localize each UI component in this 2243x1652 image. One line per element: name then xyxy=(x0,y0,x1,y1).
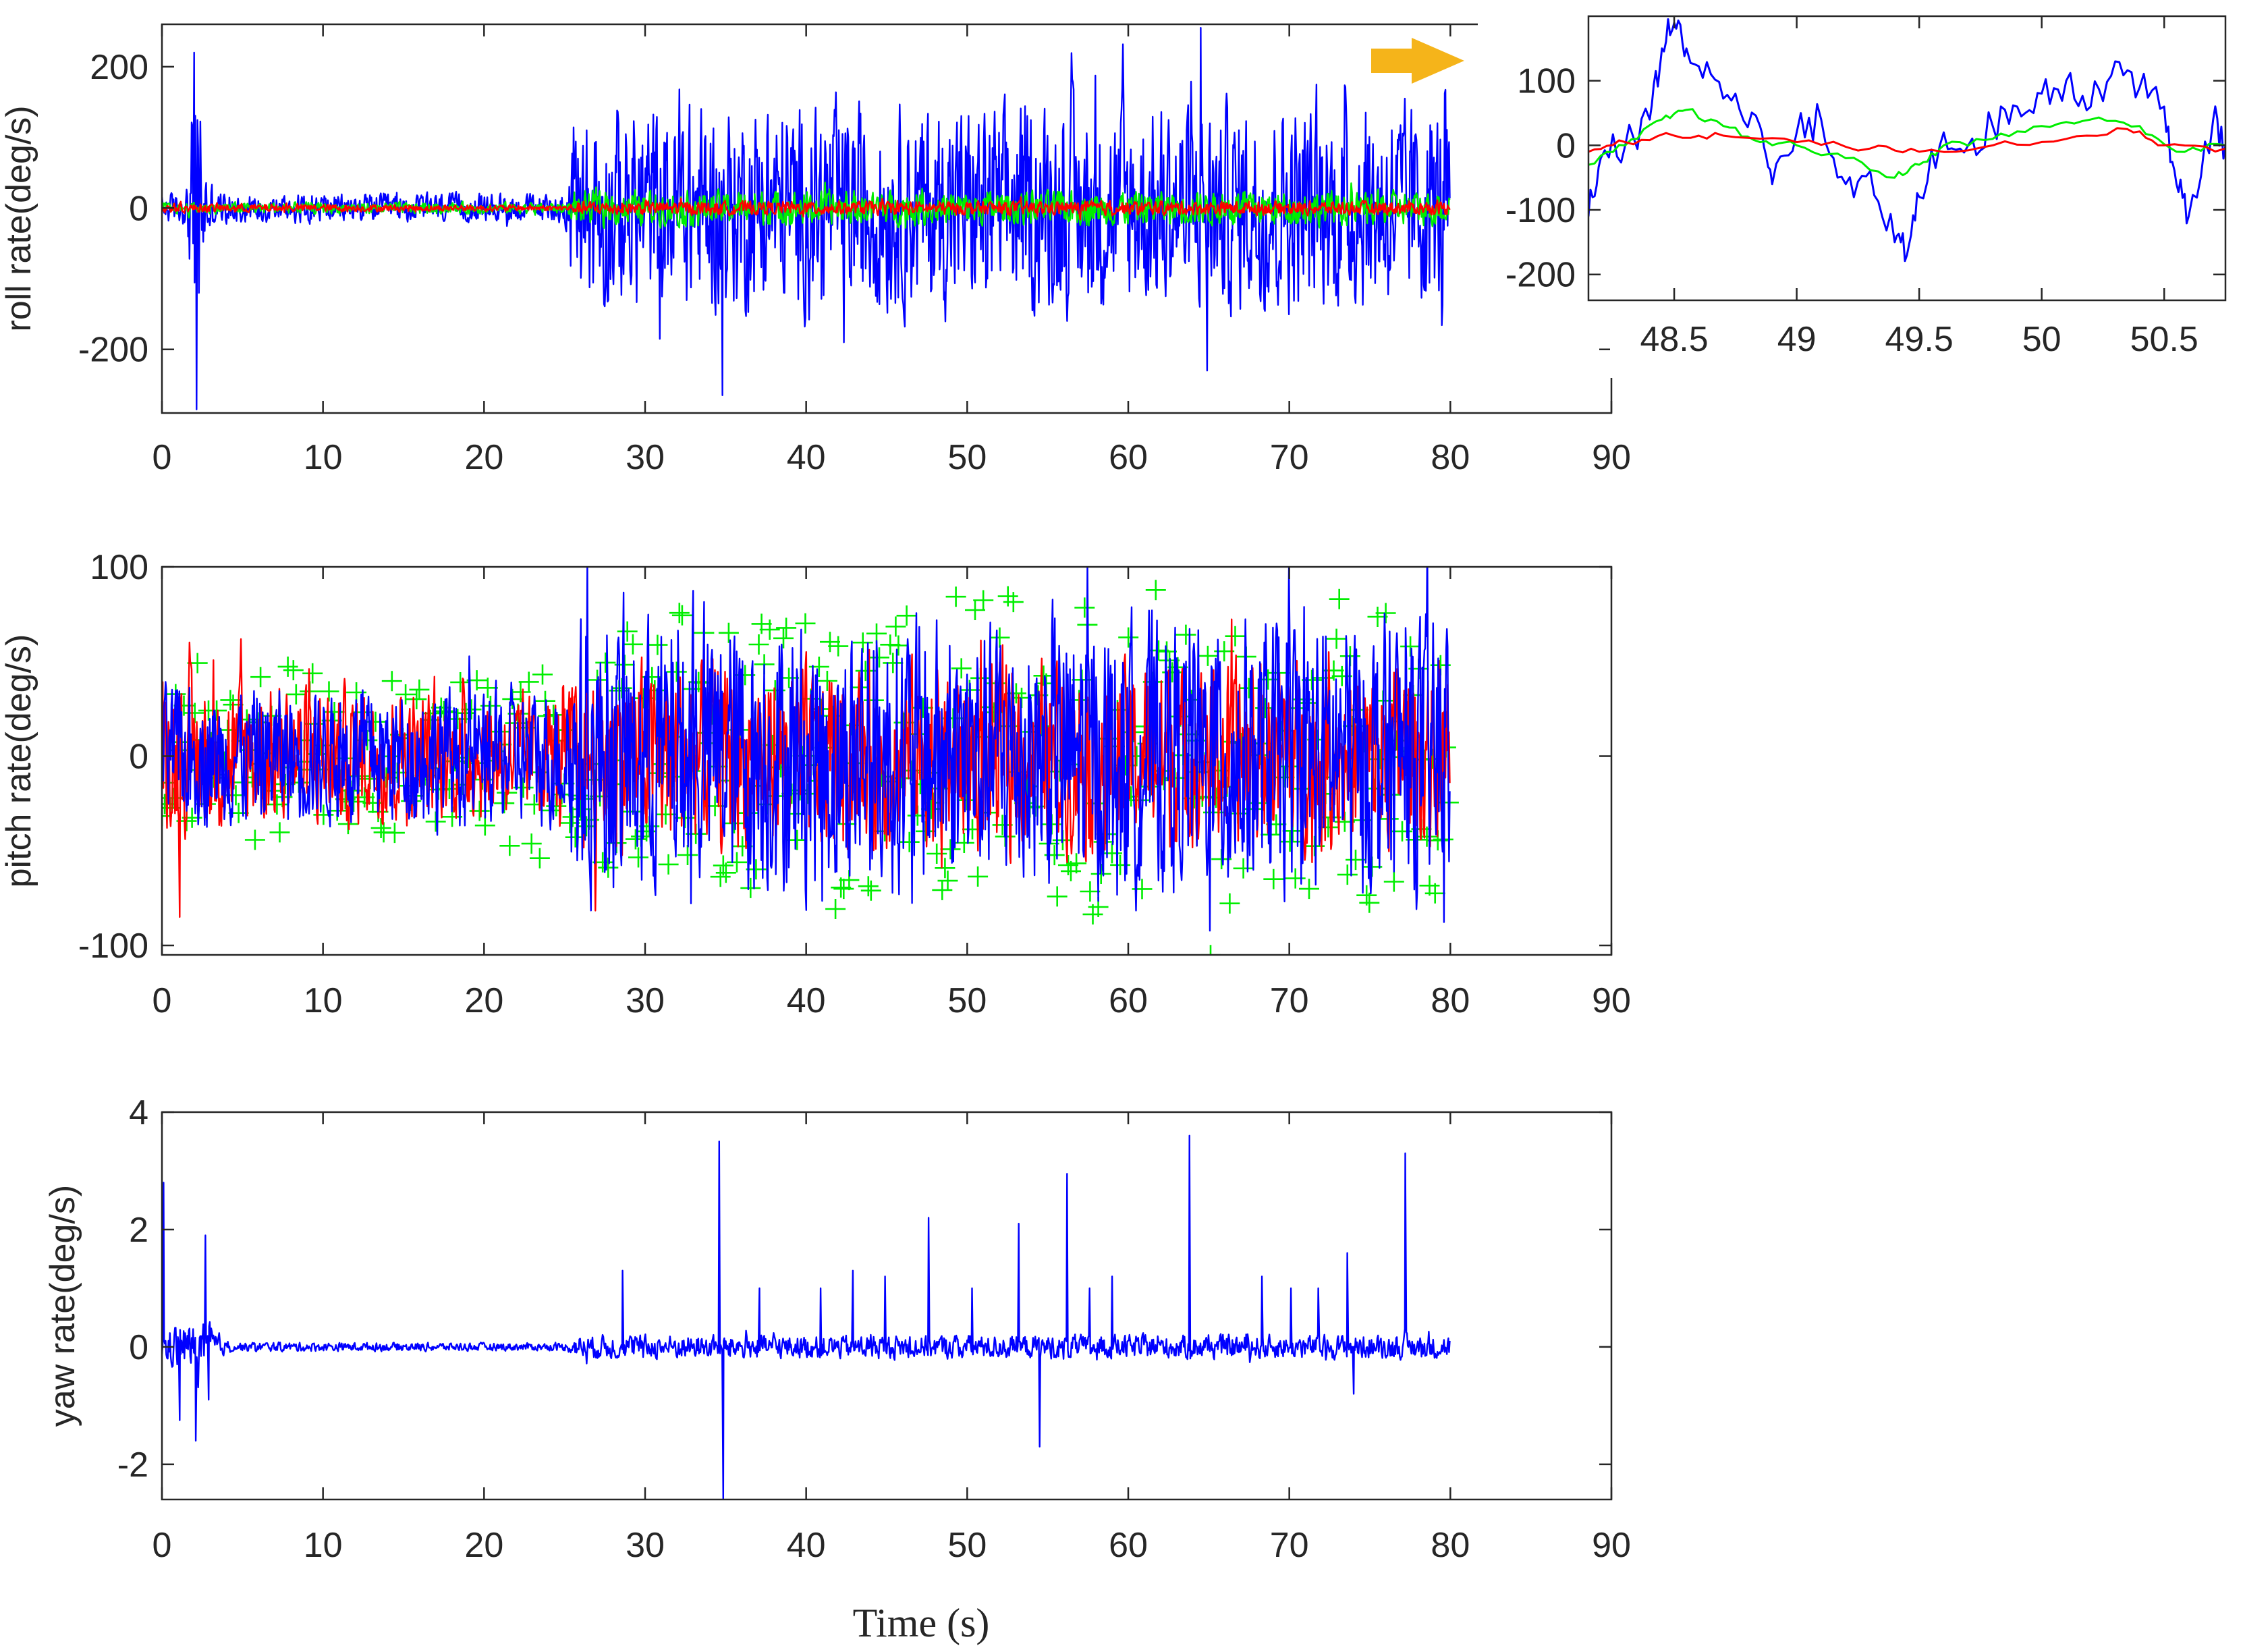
x-tick-label: 90 xyxy=(1592,1526,1631,1565)
x-tick-label: 48.5 xyxy=(1640,320,1708,359)
x-tick-label: 49.5 xyxy=(1885,320,1954,359)
plot-area xyxy=(162,1112,1611,1499)
x-tick-label: 40 xyxy=(787,981,826,1020)
x-tick-label: 0 xyxy=(153,438,172,477)
x-tick-label: 70 xyxy=(1270,1526,1309,1565)
roll-rate-axes: 0 10 20 30 40 50 60 70 80 90 -200 0 200 roll rate(deg… xyxy=(0,23,1631,477)
x-tick-label: 70 xyxy=(1270,981,1309,1020)
x-tick-label: 20 xyxy=(464,438,503,477)
x-axis-title: Time (s) xyxy=(853,1601,990,1645)
axes-box xyxy=(161,566,1613,956)
x-tick-label: 80 xyxy=(1431,1526,1470,1565)
plot-lines xyxy=(162,1134,1451,1499)
x-tick-label: 70 xyxy=(1270,438,1309,477)
y-axis-label: yaw rate(deg/s) xyxy=(43,1185,82,1427)
x-tick-label: 90 xyxy=(1592,981,1631,1020)
x-tick-label: 10 xyxy=(304,438,343,477)
x-tick-label: 60 xyxy=(1109,438,1148,477)
x-tick-label: 40 xyxy=(787,1526,826,1565)
x-tick-label: 90 xyxy=(1592,438,1631,477)
x-tick-label: 20 xyxy=(464,981,503,1020)
axes-box xyxy=(1587,15,2227,302)
y-tick-label: 0 xyxy=(129,189,148,228)
x-tick-label: 10 xyxy=(304,1526,343,1565)
y-axis-label: pitch rate(deg/s) xyxy=(0,634,38,888)
x-tick-label: 50 xyxy=(2022,320,2061,359)
x-tick-label: 40 xyxy=(787,438,826,477)
y-tick-label: 200 xyxy=(90,48,148,87)
series-red xyxy=(162,618,1451,918)
x-tick-label: 30 xyxy=(626,1526,665,1565)
y-tick-label: 100 xyxy=(90,548,148,587)
series-red xyxy=(162,196,1451,221)
y-tick-label: -100 xyxy=(78,927,148,966)
y-tick-label: -2 xyxy=(117,1446,148,1485)
series-green xyxy=(1588,108,2225,179)
x-tick-label: 49 xyxy=(1777,320,1817,359)
axes-box xyxy=(161,1111,1613,1501)
right-arrow-icon xyxy=(1371,38,1464,84)
zoom-pointer-arrow xyxy=(1371,38,1464,84)
x-tick-label: 0 xyxy=(153,1526,172,1565)
x-tick-label: 60 xyxy=(1109,981,1148,1020)
y-tick-label: -200 xyxy=(1505,256,1576,295)
y-tick-label: 0 xyxy=(129,737,148,776)
yaw-rate-axes: 0 10 20 30 40 50 60 70 80 90 -2 0 2 4 yaw rate(deg/s) xyxy=(43,1093,1631,1565)
series-red xyxy=(1588,127,2225,154)
series-blue xyxy=(1588,18,2225,263)
series-blue xyxy=(162,1134,1451,1499)
x-tick-label: 0 xyxy=(153,981,172,1020)
y-axis-label: roll rate(deg/s) xyxy=(0,105,38,331)
x-tick-label: 20 xyxy=(464,1526,503,1565)
x-tick-label: 50.5 xyxy=(2130,320,2198,359)
plot-lines xyxy=(1588,18,2225,263)
x-tick-label: 10 xyxy=(304,981,343,1020)
y-tick-label: 0 xyxy=(129,1328,148,1367)
series-blue xyxy=(162,27,1451,410)
x-tick-label: 60 xyxy=(1109,1526,1148,1565)
y-tick-label: 4 xyxy=(129,1093,148,1132)
x-tick-label: 50 xyxy=(947,981,987,1020)
y-tick-label: 0 xyxy=(1556,126,1576,165)
plot-lines xyxy=(162,27,1451,410)
x-tick-label: 80 xyxy=(1431,438,1470,477)
y-tick-label: -200 xyxy=(78,331,148,370)
y-tick-label: 100 xyxy=(1517,62,1576,101)
x-tick-label: 30 xyxy=(626,438,665,477)
roll-rate-zoom-axes: 48.5 49 49.5 50 50.5 -200 -100 0 100 xyxy=(1505,15,2227,359)
plot-lines xyxy=(162,567,1459,955)
x-tick-label: 80 xyxy=(1431,981,1470,1020)
y-tick-label: 2 xyxy=(129,1211,148,1250)
series-blue xyxy=(162,567,1451,932)
x-tick-label: 50 xyxy=(947,438,987,477)
x-tick-label: 50 xyxy=(947,1526,987,1565)
x-tick-label: 30 xyxy=(626,981,665,1020)
y-tick-label: -100 xyxy=(1505,191,1576,230)
